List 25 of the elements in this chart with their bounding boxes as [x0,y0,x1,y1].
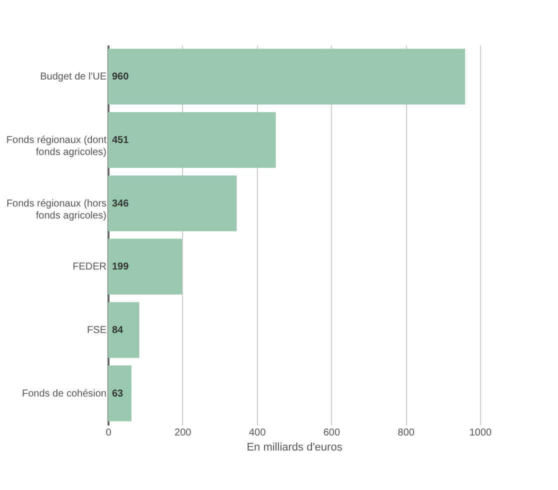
bar [108,238,182,295]
y-tick-label: Fonds régionaux (dont fonds agricoles) [6,135,107,158]
data-label: 63 [112,388,124,400]
y-tick-label: FEDER [72,262,106,273]
data-label: 199 [112,262,130,273]
x-tick-label: 0 [106,428,112,438]
x-axis-title: En milliards d'euros [246,442,343,454]
y-tick-label: FSE [87,325,107,336]
x-tick-label: 400 [248,428,266,438]
data-label: 346 [112,198,130,210]
bar [108,112,276,168]
x-tick-label: 600 [323,428,340,438]
y-tick-label: Budget de l'UE [40,72,107,83]
y-tick-label: Fonds de cohésion [22,388,106,400]
y-tick-label: Fonds régionaux (hors fonds agricoles) [6,198,106,222]
x-tick-label: 200 [174,428,192,438]
data-label: 84 [112,325,124,336]
bar [108,175,237,232]
data-label: 960 [112,72,130,83]
x-tick-label: 1000 [469,428,492,438]
bar [108,48,466,105]
bar [108,302,140,358]
x-tick-label: 800 [398,428,415,438]
bar [108,365,132,422]
data-label: 451 [112,135,130,146]
